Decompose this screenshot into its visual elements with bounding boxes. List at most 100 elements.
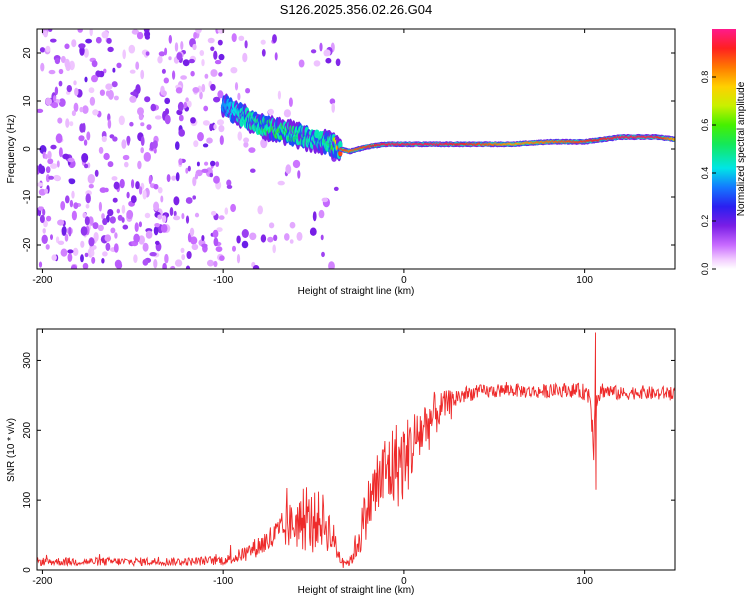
spectrogram-noise-cell: [213, 237, 219, 247]
spectrogram-noise-cell: [137, 160, 142, 170]
spectrogram-x-tick-label: -200: [32, 275, 52, 286]
spectrogram-noise-cell: [329, 98, 336, 105]
spectrogram-noise-cell: [129, 95, 137, 103]
spectrogram-noise-cell: [113, 95, 119, 101]
spectrogram-noise-cell: [236, 235, 241, 244]
spectrogram-noise-cell: [185, 97, 189, 102]
spectrogram-noise-cell: [98, 146, 104, 154]
spectrogram-noise-cell: [313, 60, 321, 67]
spectrogram-noise-cell: [181, 213, 185, 220]
spectrogram-noise-cell: [188, 58, 195, 64]
spectrogram-noise-cell: [149, 252, 157, 257]
spectrogram-ridge-cell: [338, 150, 343, 157]
spectrogram-noise-cell: [93, 232, 99, 242]
spectrogram-noise-cell: [54, 86, 59, 96]
spectrogram-noise-cell: [138, 186, 143, 195]
snr-panel: -200 -100 0 100 0 100 200 300 Height of straig…: [6, 328, 676, 596]
spectrogram-noise-cell: [103, 152, 110, 161]
spectrogram-noise-cell: [84, 163, 89, 169]
spectrogram-noise-cell: [174, 42, 179, 52]
spectrogram-noise-cell: [214, 59, 222, 65]
spectrogram-noise-cell: [109, 216, 116, 224]
spectrogram-noise-cell: [209, 123, 214, 132]
spectrogram-noise-cell: [268, 222, 275, 229]
spectrogram-noise-cell: [126, 191, 130, 199]
spectrogram-noise-cell: [56, 160, 60, 168]
spectrogram-noise-cell: [158, 51, 166, 57]
spectrogram-noise-cell: [238, 35, 245, 41]
spectrogram-noise-cell: [202, 120, 210, 126]
spectrogram-noise-cell: [82, 262, 89, 269]
spectrogram-noise-cell: [83, 139, 88, 146]
spectrogram-noise-cell: [277, 180, 285, 186]
spectrogram-noise-cell: [210, 46, 215, 52]
spectrogram-noise-cell: [121, 204, 126, 214]
spectrogram-noise-cell: [64, 43, 70, 50]
spectrogram-noise-cell: [217, 39, 223, 46]
spectrogram-noise-cell: [85, 38, 92, 44]
spectrogram-noise-cell: [231, 33, 237, 43]
spectrogram-noise-cell: [60, 201, 66, 211]
spectrogram-noise-cell: [48, 69, 56, 75]
spectrogram-noise-cell: [135, 181, 140, 190]
spectrogram-noise-cell: [243, 137, 250, 143]
spectrogram-noise-cell: [107, 89, 114, 100]
spectrogram-y-tick-label: -20: [22, 237, 33, 252]
spectrogram-noise-cell: [68, 178, 76, 185]
snr-y-axis: 0 100 200 300: [22, 352, 675, 573]
spectrogram-noise-cell: [60, 248, 68, 257]
spectrogram-noise-cell: [65, 118, 70, 128]
spectrogram-noise-cell: [137, 107, 144, 116]
spectrogram-noise-cell: [105, 242, 111, 251]
spectrogram-noise-cell: [92, 222, 99, 230]
spectrogram-noise-cell: [138, 235, 146, 245]
spectrogram-noise-cell: [85, 193, 91, 204]
colorbar-tick-label: 0.2: [700, 215, 710, 228]
snr-series-line: [37, 332, 675, 568]
spectrogram-noise-cell: [46, 215, 52, 222]
spectrogram-noise-cell: [138, 114, 144, 121]
spectrogram-noise-cell: [217, 90, 224, 99]
spectrogram-noise-cell: [73, 102, 79, 113]
spectrogram-noise-cell: [215, 161, 220, 167]
spectrogram-noise-cell: [218, 125, 225, 133]
spectrogram-noise-cell: [283, 109, 291, 118]
spectrogram-noise-cell: [194, 173, 199, 180]
spectrogram-noise-cell: [74, 87, 79, 96]
spectrogram-noise-cell: [80, 240, 85, 248]
spectrogram-noise-cell: [320, 234, 324, 241]
spectrogram-noise-cell: [50, 144, 57, 150]
spectrogram-noise-cell: [71, 110, 76, 117]
spectrogram-noise-cell: [191, 243, 199, 251]
spectrogram-noise-cell: [50, 234, 53, 241]
spectrogram-noise-cell: [154, 115, 162, 120]
spectrogram-noise-cell: [39, 145, 47, 154]
spectrogram-noise-cell: [144, 96, 151, 103]
spectrogram-noise-cell: [95, 36, 102, 44]
spectrogram-noise-cell: [78, 43, 86, 49]
spectrogram-noise-cell: [288, 97, 293, 107]
snr-x-axis: -200 -100 0 100: [32, 329, 593, 587]
spectrogram-noise-cell: [51, 102, 59, 109]
spectrogram-noise-cell: [175, 87, 183, 94]
spectrogram-noise-cell: [107, 46, 114, 53]
spectrogram-noise-cell: [126, 209, 134, 220]
spectrogram-noise-cell: [61, 227, 67, 236]
spectrogram-noise-cell: [192, 43, 197, 51]
spectrogram-noise-cell: [140, 147, 144, 154]
spectrogram-noise-cell: [78, 135, 85, 142]
spectrogram-noise-cell: [298, 59, 305, 68]
spectrogram-x-axis: -200 -100 0 100: [32, 29, 593, 286]
spectrogram-x-tick-label: 100: [576, 275, 593, 286]
spectrogram-noise-cell: [213, 96, 221, 103]
spectrogram-noise-cell: [174, 259, 183, 267]
spectrogram-noise-cell: [71, 39, 77, 48]
spectrogram-noise-cell: [321, 251, 325, 258]
spectrogram-noise-cell: [175, 141, 180, 151]
spectrogram-noise-cell: [201, 59, 205, 67]
spectrogram-noise-cell: [153, 183, 159, 190]
spectrogram-noise-cell: [37, 108, 44, 113]
chart-title: S126.2025.356.02.26.G04: [280, 2, 433, 17]
spectrogram-noise-cell: [204, 161, 209, 166]
spectrogram-noise-cell: [173, 196, 180, 206]
